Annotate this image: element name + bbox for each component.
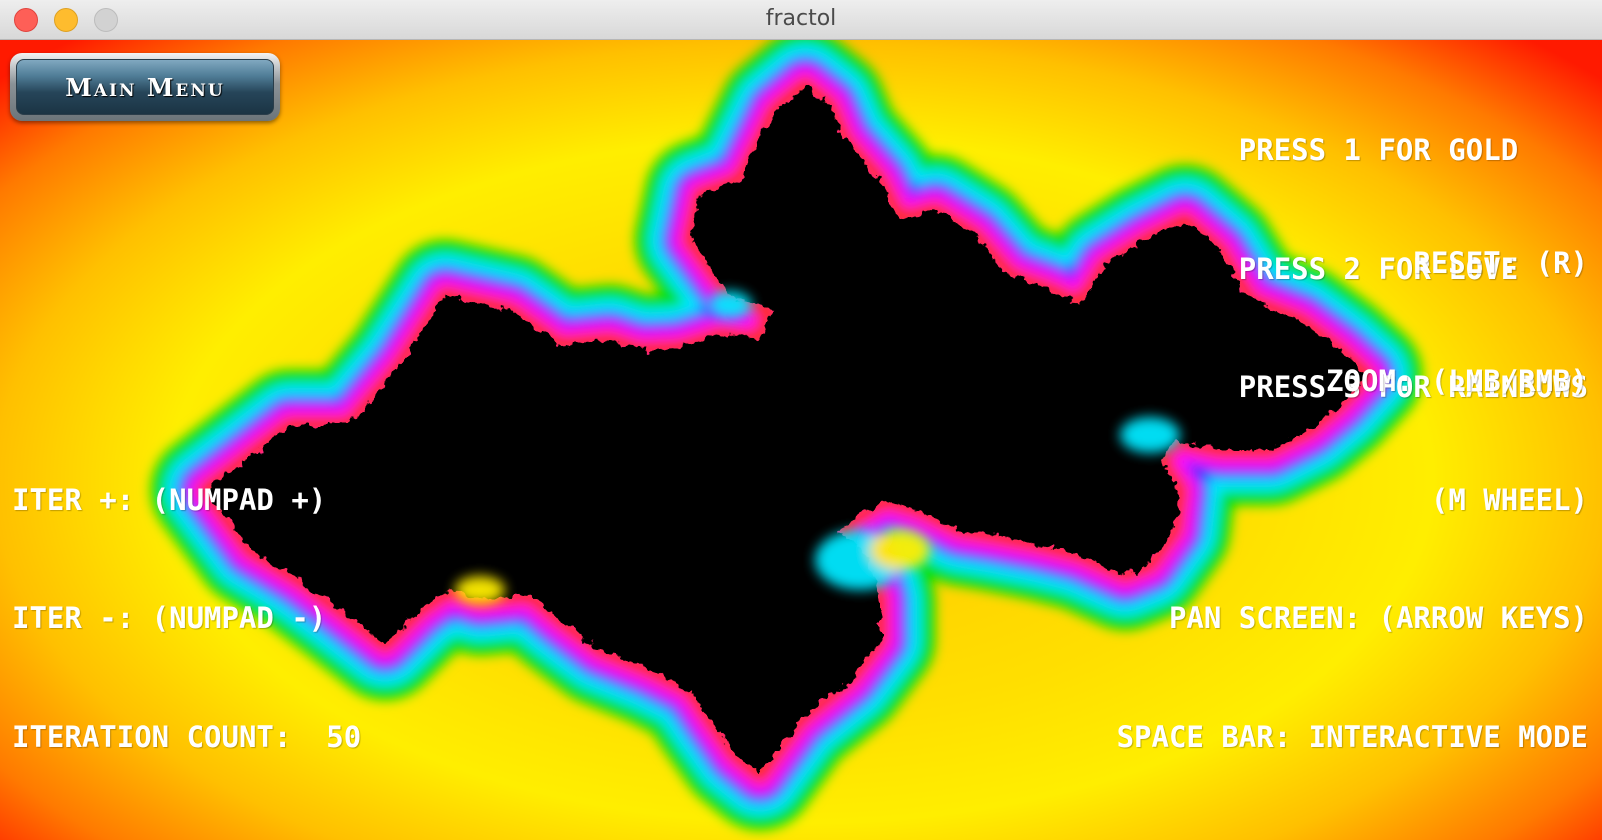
iteration-count-label: ITERATION COUNT: xyxy=(12,719,292,754)
window-title: fractol xyxy=(765,6,837,31)
iteration-count-row: ITERATION COUNT: 50 xyxy=(12,718,361,758)
julia-set-fractal xyxy=(0,40,1602,840)
hint-gold: PRESS 1 FOR GOLD xyxy=(1238,133,1519,167)
iter-decrease-hint: ITER -: (NUMPAD -) xyxy=(12,601,327,635)
main-menu-button[interactable]: Main Menu xyxy=(10,53,280,121)
main-menu-button-face: Main Menu xyxy=(16,59,274,115)
hint-love: PRESS 2 FOR LOVE xyxy=(1238,251,1519,286)
mouse-wheel-hint: (M WHEEL) xyxy=(1430,482,1588,517)
pan-hint: PAN SCREEN: (ARROW KEYS) xyxy=(1168,601,1588,635)
reset-hint: RESET: (R) xyxy=(1413,245,1588,280)
iteration-count-value: 50 xyxy=(326,719,362,754)
iter-increase-hint: ITER +: (NUMPAD +) xyxy=(12,482,327,517)
zoom-hint: ZOOM: (LMB/RMB) xyxy=(1326,364,1588,398)
iteration-panel: ITER +: (NUMPAD +) ITER -: (NUMPAD -) IT… xyxy=(12,402,361,837)
zoom-window-button[interactable] xyxy=(94,8,118,32)
main-menu-label: Main Menu xyxy=(65,72,225,102)
title-bar: fractol xyxy=(0,0,1602,40)
close-window-button[interactable] xyxy=(14,8,38,32)
hint-rainbows: PRESS 3 FOR RAINBOWS xyxy=(1238,370,1588,404)
minimize-window-button[interactable] xyxy=(54,8,78,32)
controls-help: RESET: (R) ZOOM: (LMB/RMB) (M WHEEL) PAN… xyxy=(1117,165,1588,837)
interactive-mode-hint: SPACE BAR: INTERACTIVE MODE xyxy=(1116,719,1588,754)
palette-hints: PRESS 1 FOR GOLD PRESS 2 FOR LOVE PRESS … xyxy=(1239,52,1588,487)
fractal-canvas[interactable]: Main Menu PRESS 1 FOR GOLD PRESS 2 FOR L… xyxy=(0,40,1602,840)
